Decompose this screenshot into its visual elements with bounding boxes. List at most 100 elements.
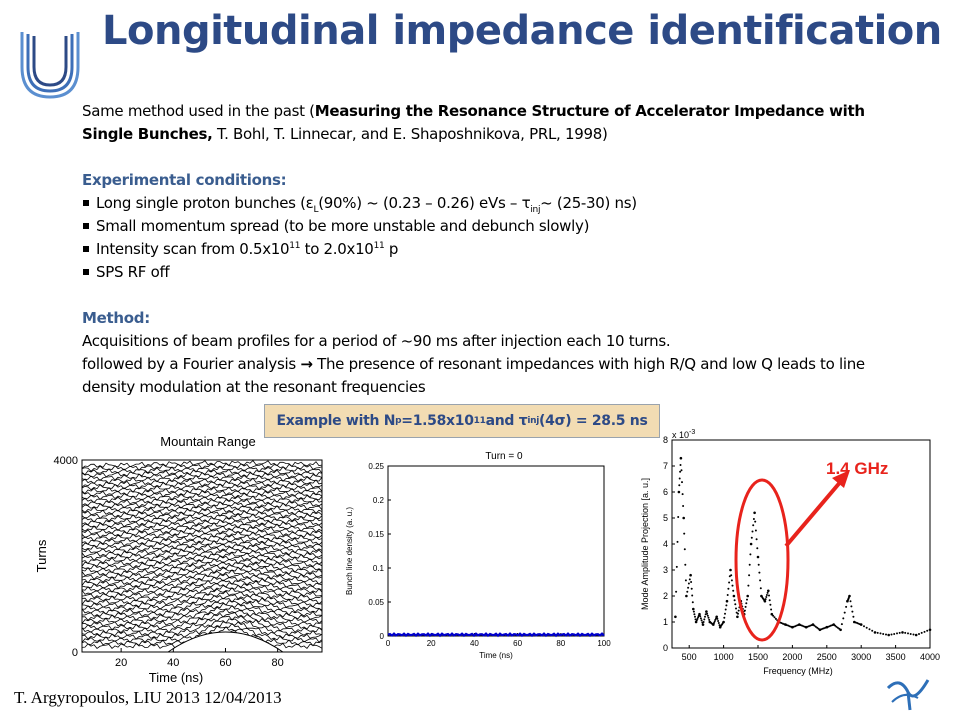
data-point	[690, 587, 693, 590]
x-axis-label: Time (ns)	[149, 670, 203, 685]
data-point	[702, 621, 705, 623]
mountain-trace	[81, 498, 323, 509]
data-point	[713, 620, 716, 623]
data-point	[751, 530, 754, 533]
mountain-trace	[81, 474, 323, 485]
x-tick-label: 4000	[920, 652, 940, 662]
data-point	[694, 615, 696, 618]
y-tick-label: 6	[663, 487, 668, 497]
data-point	[696, 617, 699, 620]
mountain-trace	[81, 501, 323, 513]
density-series	[387, 632, 605, 638]
data-point	[679, 456, 683, 460]
data-point	[770, 608, 773, 611]
mountain-trace	[81, 597, 323, 615]
x-tick-label: 1000	[714, 652, 734, 662]
method-heading: Method:	[82, 309, 150, 327]
data-point	[684, 579, 687, 582]
data-point	[681, 493, 684, 496]
mountain-trace	[81, 504, 323, 515]
x-tick-label: 3500	[886, 652, 906, 662]
data-point	[682, 505, 685, 507]
axes-group: 20 40 60 80 0 4000	[54, 455, 284, 669]
chart-title: Mountain Range	[160, 434, 255, 449]
cern-logo	[886, 679, 930, 711]
data-point	[835, 625, 838, 628]
data-point	[848, 594, 851, 598]
condition-item: Long single proton bunches (εL(90%) ~ (0…	[82, 192, 912, 215]
data-point	[814, 625, 817, 628]
data-point	[873, 631, 877, 634]
y-tick-label: 3	[663, 565, 668, 575]
data-point	[737, 612, 739, 615]
mountain-trace	[81, 576, 323, 593]
data-point	[748, 574, 751, 577]
y-tick-label: 4	[663, 539, 668, 549]
data-point	[679, 464, 682, 466]
mountain-trace	[81, 519, 323, 532]
condition-item: Small momentum spread (to be more unstab…	[82, 215, 912, 238]
data-point	[759, 587, 762, 590]
data-point	[749, 553, 752, 556]
data-point	[682, 516, 685, 520]
data-point	[687, 586, 690, 589]
data-point	[914, 633, 918, 637]
condition-item: Intensity scan from 0.5x1011 to 2.0x1011…	[82, 238, 912, 261]
data-point	[850, 605, 853, 608]
mountain-trace	[81, 468, 323, 478]
data-point	[757, 563, 760, 566]
x-tick-label: 100	[597, 639, 611, 648]
data-point	[813, 624, 816, 627]
data-point	[764, 598, 767, 601]
data-point	[882, 633, 885, 635]
data-point	[746, 598, 748, 601]
data-point	[851, 610, 854, 613]
data-point	[920, 631, 923, 634]
y-tick-label: 0	[72, 647, 78, 659]
data-point	[896, 632, 898, 635]
data-point	[727, 587, 730, 590]
data-point	[885, 633, 887, 636]
y-axis-label: Turns	[34, 539, 49, 572]
data-point	[677, 490, 681, 494]
mountain-trace	[81, 594, 323, 612]
mountain-trace	[81, 551, 323, 567]
data-point	[765, 596, 768, 598]
data-point	[901, 631, 904, 634]
data-point	[714, 618, 717, 621]
data-point	[876, 631, 879, 634]
data-point	[845, 605, 848, 608]
data-point	[840, 623, 843, 626]
data-point	[893, 633, 896, 635]
data-point	[686, 590, 689, 593]
data-point	[770, 612, 774, 616]
data-point	[691, 594, 694, 597]
data-point	[744, 605, 747, 608]
data-point	[715, 615, 718, 619]
data-point	[871, 629, 874, 632]
mountain-trace	[81, 525, 323, 538]
mountain-trace	[81, 590, 323, 608]
mountain-trace	[81, 530, 323, 545]
mountain-trace	[82, 602, 323, 621]
data-point	[717, 622, 720, 624]
mountain-trace	[81, 604, 323, 624]
mountain-trace	[81, 569, 323, 586]
data-point	[734, 603, 737, 606]
data-point	[767, 589, 770, 593]
x-tick-label: 80	[556, 639, 565, 648]
data-point	[836, 626, 839, 629]
x-tick-label: 20	[427, 639, 436, 648]
x-tick-label: 500	[682, 652, 697, 662]
mountain-trace	[81, 516, 323, 528]
data-point	[677, 516, 680, 518]
mountain-trace	[81, 608, 323, 628]
data-point	[699, 615, 702, 618]
data-point	[695, 619, 698, 622]
data-point	[752, 518, 755, 520]
data-point	[685, 594, 688, 598]
x-axis-label: Time (ns)	[479, 651, 513, 660]
university-logo	[20, 32, 80, 99]
mountain-trace	[81, 621, 323, 640]
data-point	[713, 622, 715, 624]
